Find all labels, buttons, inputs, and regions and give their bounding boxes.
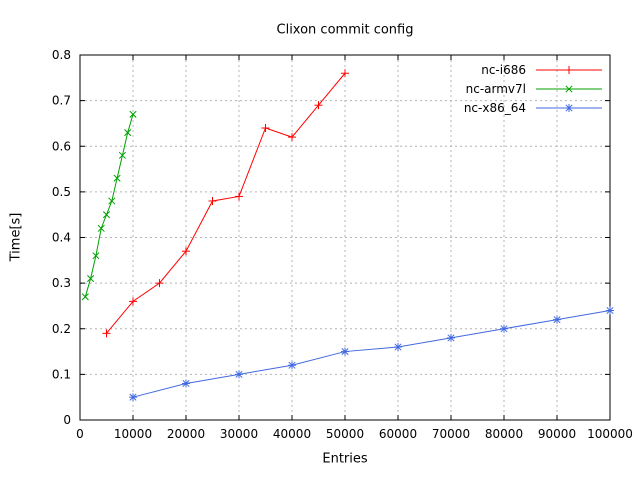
x-tick-label: 100000 bbox=[587, 427, 633, 441]
y-tick-label: 0.6 bbox=[52, 139, 71, 153]
series-line bbox=[84, 114, 134, 297]
y-tick-label: 0.4 bbox=[52, 231, 71, 245]
legend-sample-nc-x86_64 bbox=[536, 104, 602, 112]
x-tick-label: 30000 bbox=[220, 427, 258, 441]
series-line bbox=[132, 310, 611, 398]
x-tick-labels: 0 10000 20000 30000 40000 50000 60000 70000 8000… bbox=[76, 427, 633, 441]
series-line bbox=[106, 72, 346, 334]
grid bbox=[80, 55, 610, 420]
series-nc-i686 bbox=[102, 69, 349, 338]
legend-sample-nc-armv7l bbox=[536, 85, 602, 93]
x-tick-label: 50000 bbox=[326, 427, 364, 441]
axis-ticks bbox=[79, 54, 611, 421]
legend-label-nc-armv7l: nc-armv7l bbox=[466, 82, 526, 96]
legend-label-nc-x86_64: nc-x86_64 bbox=[464, 101, 526, 115]
x-tick-label: 70000 bbox=[432, 427, 470, 441]
legend-label-nc-i686: nc-i686 bbox=[481, 63, 526, 77]
x-tick-label: 60000 bbox=[379, 427, 417, 441]
chart-title: Clixon commit config bbox=[276, 22, 414, 38]
x-axis-label: Entries bbox=[322, 451, 368, 467]
y-tick-label: 0.7 bbox=[52, 94, 71, 108]
series-nc-armv7l bbox=[81, 110, 137, 301]
y-axis-label: Time[s] bbox=[8, 212, 24, 262]
x-tick-label: 40000 bbox=[273, 427, 311, 441]
x-tick-label: 0 bbox=[76, 427, 84, 441]
y-tick-labels: 0 0.1 0.2 0.3 0.4 0.5 0.6 0.7 0.8 bbox=[52, 48, 71, 427]
y-tick-label: 0.5 bbox=[52, 185, 71, 199]
x-tick-label: 10000 bbox=[114, 427, 152, 441]
y-tick-label: 0.1 bbox=[52, 367, 71, 381]
series-nc-x86_64 bbox=[129, 306, 614, 402]
legend-sample-nc-i686 bbox=[536, 66, 602, 74]
y-tick-label: 0 bbox=[63, 413, 71, 427]
x-tick-label: 80000 bbox=[485, 427, 523, 441]
x-tick-label: 20000 bbox=[167, 427, 205, 441]
y-tick-label: 0.2 bbox=[52, 322, 71, 336]
y-tick-label: 0.3 bbox=[52, 276, 71, 290]
x-tick-label: 90000 bbox=[538, 427, 576, 441]
y-tick-label: 0.8 bbox=[52, 48, 71, 62]
legend: nc-i686 nc-armv7l nc-x86_64 bbox=[464, 63, 602, 115]
